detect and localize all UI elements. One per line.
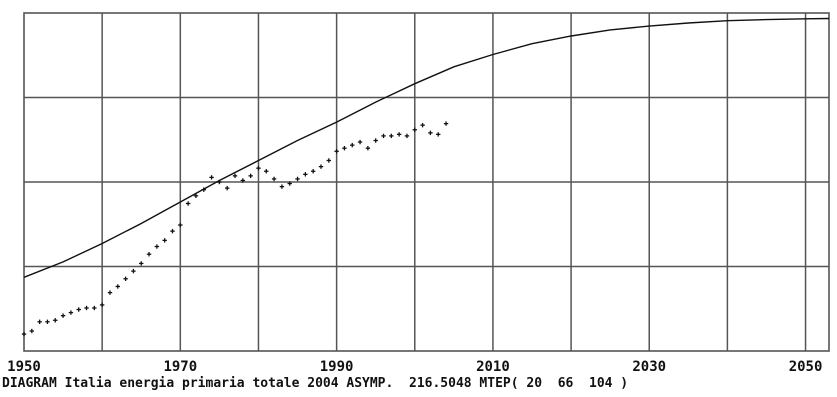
data-point xyxy=(264,169,269,174)
fit-curve-layer xyxy=(23,17,830,278)
data-point xyxy=(303,172,308,177)
data-point xyxy=(436,132,441,137)
data-point xyxy=(131,268,136,274)
data-point xyxy=(154,244,160,249)
data-point xyxy=(240,178,246,183)
data-point xyxy=(84,305,89,311)
data-point xyxy=(310,169,316,174)
data-point xyxy=(178,222,183,228)
data-point xyxy=(389,133,394,139)
data-points-layer xyxy=(21,121,449,337)
data-point xyxy=(279,184,285,189)
data-point xyxy=(45,319,50,325)
data-point xyxy=(342,146,347,151)
data-point xyxy=(115,284,120,289)
data-point xyxy=(365,146,371,151)
x-tick-label: 1970 xyxy=(163,359,197,375)
data-point xyxy=(396,132,402,137)
data-point xyxy=(373,138,378,143)
x-tick-label: 1950 xyxy=(7,359,41,375)
data-point xyxy=(381,133,386,139)
data-point xyxy=(428,130,433,136)
data-point xyxy=(21,331,27,337)
data-point xyxy=(248,173,253,179)
data-point xyxy=(326,158,332,163)
data-point xyxy=(217,179,222,185)
chart-caption: DIAGRAM Italia energia primaria totale 2… xyxy=(2,376,629,391)
data-point xyxy=(287,181,292,186)
data-point xyxy=(225,185,230,191)
data-point xyxy=(107,290,113,295)
data-point xyxy=(256,165,261,171)
data-point xyxy=(318,164,324,169)
data-point xyxy=(29,328,35,334)
data-point xyxy=(404,133,410,139)
data-point xyxy=(295,176,300,182)
data-point xyxy=(201,187,206,192)
data-point xyxy=(60,313,66,318)
grid xyxy=(23,12,830,352)
data-point xyxy=(53,318,58,323)
data-point xyxy=(357,139,363,145)
data-point xyxy=(232,173,238,179)
data-point xyxy=(76,307,81,312)
data-point xyxy=(412,127,417,132)
x-tick-label: 2010 xyxy=(476,359,510,375)
data-point xyxy=(146,252,152,257)
data-point xyxy=(271,176,277,182)
data-point xyxy=(162,238,167,243)
x-tick-label: 2030 xyxy=(632,359,666,375)
data-point xyxy=(170,228,175,234)
data-point xyxy=(185,201,191,206)
data-point xyxy=(193,193,199,199)
x-tick-label: 1990 xyxy=(320,359,354,375)
data-point xyxy=(37,319,42,325)
data-point xyxy=(99,302,105,308)
data-point xyxy=(92,305,97,311)
data-point xyxy=(350,142,355,148)
data-point xyxy=(209,175,214,180)
data-point xyxy=(420,122,425,128)
data-point xyxy=(139,261,144,266)
x-tick-labels: 1950 1970 1990 2010 2030 2050 xyxy=(7,359,822,375)
data-point xyxy=(68,310,74,315)
data-point xyxy=(443,121,449,126)
data-point xyxy=(334,149,339,154)
fit-curve xyxy=(23,17,830,278)
x-tick-label: 2050 xyxy=(789,359,823,375)
data-point xyxy=(123,276,128,281)
